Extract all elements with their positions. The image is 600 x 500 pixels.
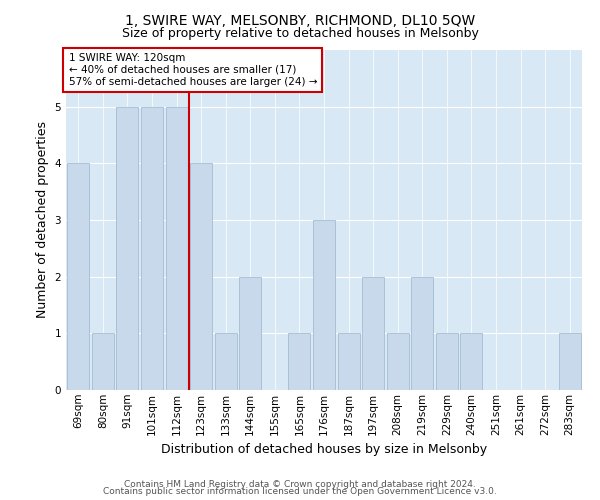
Bar bbox=[362, 276, 384, 390]
Bar bbox=[313, 220, 335, 390]
Bar bbox=[289, 334, 310, 390]
Bar bbox=[116, 106, 139, 390]
Text: Contains public sector information licensed under the Open Government Licence v3: Contains public sector information licen… bbox=[103, 487, 497, 496]
Bar bbox=[460, 334, 482, 390]
Bar bbox=[166, 106, 188, 390]
Bar bbox=[436, 334, 458, 390]
Bar bbox=[386, 334, 409, 390]
Bar bbox=[190, 164, 212, 390]
Bar bbox=[559, 334, 581, 390]
Bar bbox=[215, 334, 237, 390]
Bar bbox=[141, 106, 163, 390]
Bar bbox=[67, 164, 89, 390]
Text: Size of property relative to detached houses in Melsonby: Size of property relative to detached ho… bbox=[122, 28, 478, 40]
X-axis label: Distribution of detached houses by size in Melsonby: Distribution of detached houses by size … bbox=[161, 443, 487, 456]
Bar bbox=[92, 334, 114, 390]
Text: 1 SWIRE WAY: 120sqm
← 40% of detached houses are smaller (17)
57% of semi-detach: 1 SWIRE WAY: 120sqm ← 40% of detached ho… bbox=[68, 54, 317, 86]
Bar bbox=[239, 276, 262, 390]
Bar bbox=[338, 334, 359, 390]
Y-axis label: Number of detached properties: Number of detached properties bbox=[36, 122, 49, 318]
Text: Contains HM Land Registry data © Crown copyright and database right 2024.: Contains HM Land Registry data © Crown c… bbox=[124, 480, 476, 489]
Text: 1, SWIRE WAY, MELSONBY, RICHMOND, DL10 5QW: 1, SWIRE WAY, MELSONBY, RICHMOND, DL10 5… bbox=[125, 14, 475, 28]
Bar bbox=[411, 276, 433, 390]
